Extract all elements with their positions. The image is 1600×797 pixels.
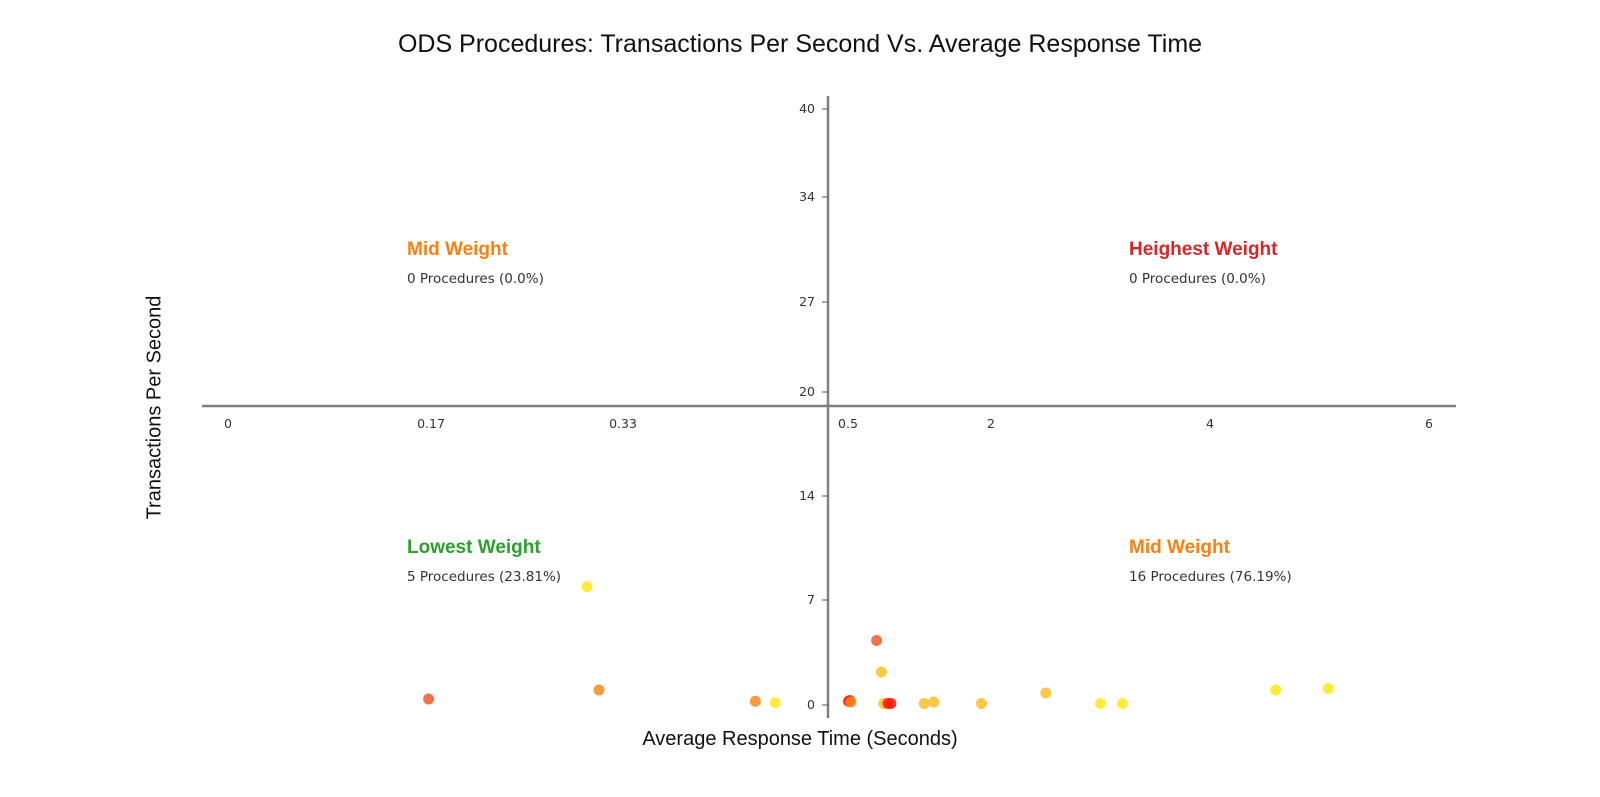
y-tick-label: 40 (799, 101, 815, 116)
x-tick-label: 0.5 (838, 416, 858, 431)
data-point (875, 666, 887, 678)
quadrant-title: Heighest Weight (1129, 239, 1278, 260)
x-tick-label: 4 (1206, 416, 1214, 431)
data-point (885, 698, 897, 709)
data-point (1116, 698, 1128, 709)
quadrant-title: Mid Weight (407, 239, 508, 260)
data-point (871, 635, 883, 646)
x-tick-label: 0.33 (609, 416, 637, 431)
quadrant-count: 0 Procedures (0.0%) (407, 271, 544, 287)
data-point (769, 697, 781, 709)
x-tick-label: 0.17 (417, 416, 445, 431)
chart-title: ODS Procedures: Transactions Per Second … (397, 30, 1203, 58)
data-point (1322, 683, 1334, 694)
data-point (749, 695, 761, 707)
y-tick-label: 14 (799, 488, 815, 503)
data-point (581, 581, 593, 593)
data-point (928, 696, 940, 708)
y-tick-label: 0 (807, 697, 815, 712)
data-point (918, 698, 930, 709)
y-tick-label: 34 (799, 189, 815, 204)
y-tick-label: 20 (799, 384, 815, 399)
quadrant-top-right: Heighest Weight 0 Procedures (0.0%) (1129, 239, 1278, 287)
quadrant-title: Mid Weight (1129, 537, 1230, 558)
quadrant-bottom-right: Mid Weight 16 Procedures (76.19%) (1129, 537, 1292, 585)
x-axis-label: Average Response Time (Seconds) (642, 728, 958, 750)
quadrant-bottom-left: Lowest Weight 5 Procedures (23.81%) (407, 537, 561, 585)
data-point (593, 684, 605, 696)
data-point (1095, 698, 1106, 709)
quadrant-count: 16 Procedures (76.19%) (1129, 569, 1292, 585)
x-tick-label: 2 (987, 416, 995, 431)
y-tick-label: 27 (799, 294, 815, 309)
data-point (1040, 687, 1052, 699)
quadrant-title: Lowest Weight (407, 537, 541, 558)
quadrant-count: 0 Procedures (0.0%) (1129, 271, 1266, 287)
data-point (975, 698, 987, 709)
x-tick-label: 6 (1425, 416, 1433, 431)
quadrant-top-left: Mid Weight 0 Procedures (0.0%) (407, 239, 544, 287)
quadrant-count: 5 Procedures (23.81%) (407, 569, 562, 585)
x-tick-label: 0 (224, 416, 232, 431)
y-tick-label: 7 (807, 592, 815, 607)
data-point (845, 696, 857, 708)
data-point (423, 693, 435, 705)
data-point (1270, 684, 1282, 696)
